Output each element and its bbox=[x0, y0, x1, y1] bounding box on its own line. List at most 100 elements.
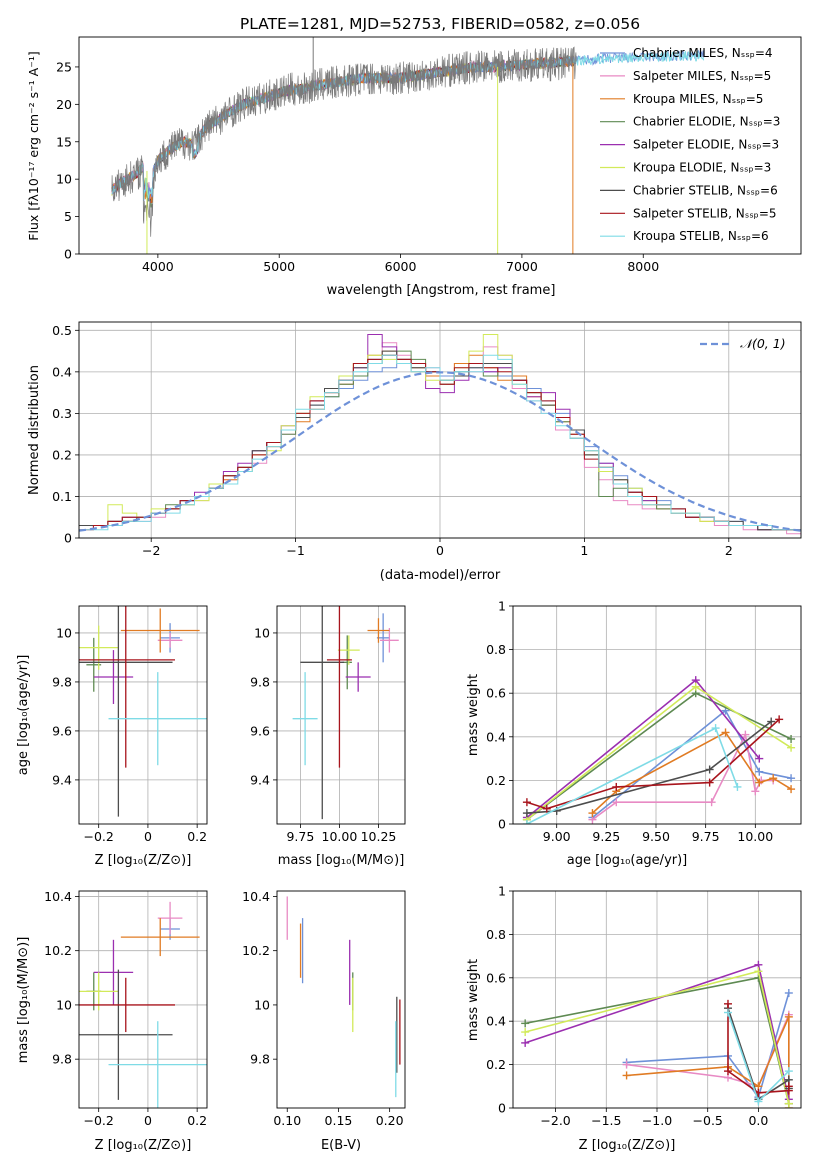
z_vs_mass-ytick-label: 10.4 bbox=[44, 889, 72, 904]
mass_vs_age-ytick-label: 10 bbox=[254, 625, 270, 640]
residuals-ytick-label: 0.5 bbox=[52, 323, 72, 338]
z-vs-age-panel: −0.2 0 0.2 9.4 9.6 9.8 10 Z [log₁₀(Z/Z⊙)] age … bbox=[16, 605, 208, 868]
residuals-legend-label: 𝒩(0, 1) bbox=[740, 336, 786, 351]
ebv_vs_mass-ytick-label: 10.2 bbox=[242, 943, 270, 958]
residuals-ytick-label: 0 bbox=[64, 531, 72, 546]
mass_vs_age-frame bbox=[276, 605, 406, 825]
z-vs-mass-panel: −0.2 0 0.2 9.8 10 10.2 10.4 Z [log₁₀(Z/Z⊙)] ma… bbox=[16, 889, 208, 1153]
spectrum-legend-label: Kroupa ELODIE, Nₛₛₚ=3 bbox=[633, 161, 771, 175]
residuals-frame bbox=[78, 321, 802, 539]
age_weights-xtick-label: 9.25 bbox=[592, 829, 620, 844]
mass_vs_age-xtick-label: 10.25 bbox=[361, 829, 397, 844]
residuals-ytick-label: 0.3 bbox=[52, 406, 72, 421]
residuals-xtick-label: 2 bbox=[725, 543, 733, 558]
z_weights-ytick-label: 0.4 bbox=[486, 1014, 506, 1029]
residuals-xlabel: (data-model)/error bbox=[380, 568, 501, 583]
mass_vs_age-xtick-label: 9.75 bbox=[286, 829, 314, 844]
ebv_vs_mass-marks bbox=[286, 896, 401, 1098]
spectrum-ytick-label: 0 bbox=[64, 247, 72, 262]
ebv_vs_mass-ytick-label: 10.4 bbox=[242, 889, 270, 904]
residuals-hist-kroupa_stelib bbox=[79, 354, 801, 538]
z_vs_mass-xtick-label: −0.2 bbox=[84, 1113, 114, 1128]
z_vs_age-frame bbox=[78, 605, 208, 825]
spectrum-legend-label: Kroupa MILES, Nₛₛₚ=5 bbox=[633, 92, 763, 106]
spectrum-legend-label: Salpeter STELIB, Nₛₛₚ=5 bbox=[633, 206, 777, 220]
mass_vs_age-ytick-label: 9.6 bbox=[250, 723, 270, 738]
spectrum-xlabel: wavelength [Angstrom, rest frame] bbox=[327, 283, 556, 298]
residuals-legend: 𝒩(0, 1) bbox=[700, 336, 786, 351]
residuals-xtick-label: −2 bbox=[142, 543, 160, 558]
spectrum-xtick-label: 8000 bbox=[627, 259, 659, 274]
z_weights-xtick-label: −1.0 bbox=[642, 1113, 672, 1128]
mass_vs_age-xtick-label: 10.00 bbox=[322, 829, 358, 844]
ebv_vs_mass-xtick-label: 0.20 bbox=[376, 1113, 404, 1128]
z_weights-ytick-label: 0 bbox=[498, 1101, 506, 1116]
z-vs-age-plot-area: −0.2 0 0.2 9.4 9.6 9.8 10 bbox=[52, 605, 208, 844]
spectrum-legend-label: Kroupa STELIB, Nₛₛₚ=6 bbox=[633, 229, 769, 243]
spectrum-ylabel: Flux [fλ10⁻¹⁷ erg cm⁻² s⁻¹ A⁻¹] bbox=[26, 51, 41, 240]
z_vs_mass-xtick-label: 0.2 bbox=[187, 1113, 207, 1128]
spectrum-legend-label: Chabrier STELIB, Nₛₛₚ=6 bbox=[633, 183, 778, 197]
residuals-xtick-label: 1 bbox=[580, 543, 588, 558]
z_weights-xtick-label: −2.0 bbox=[540, 1113, 570, 1128]
mass-vs-age-plot-area: 9.75 10.00 10.25 9.4 9.6 9.8 10 bbox=[250, 605, 406, 844]
age_weights-xtick-label: 9.00 bbox=[543, 829, 571, 844]
z_weights-lines bbox=[521, 960, 793, 1108]
spectrum-xtick-label: 7000 bbox=[506, 259, 538, 274]
z_vs_age-xtick-label: 0.2 bbox=[187, 829, 207, 844]
spectrum-legend-label: Chabrier MILES, Nₛₛₚ=4 bbox=[633, 46, 773, 60]
z_vs_age-ytick-label: 10 bbox=[56, 625, 72, 640]
z-vs-age-ylabel: age [log₁₀(age/yr)] bbox=[16, 655, 31, 776]
spectrum-xtick-label: 6000 bbox=[385, 259, 417, 274]
residuals-xtick-label: 0 bbox=[436, 543, 444, 558]
age-weights-panel: 9.00 9.25 9.50 9.75 10.00 0 0.2 0.4 0.6 0.8 1 age … bbox=[466, 599, 802, 868]
age-weights-ylabel: mass weight bbox=[466, 674, 481, 756]
z_weights-ytick-label: 1 bbox=[498, 884, 506, 899]
spectrum-ytick-label: 15 bbox=[56, 134, 72, 149]
spectrum-title: PLATE=1281, MJD=52753, FIBERID=0582, z=0… bbox=[240, 15, 640, 33]
z_vs_age-ytick-label: 9.4 bbox=[52, 772, 72, 787]
z_vs_mass-frame bbox=[78, 890, 208, 1109]
residuals-ytick-label: 0.2 bbox=[52, 447, 72, 462]
age_weights-ytick-label: 0.4 bbox=[486, 729, 506, 744]
spectrum-ytick-label: 25 bbox=[56, 59, 72, 74]
age_weights-ytick-label: 0.2 bbox=[486, 773, 506, 788]
z_weights-xtick-label: −1.5 bbox=[591, 1113, 621, 1128]
age_weights-series-kroupa_elodie bbox=[526, 685, 792, 821]
spectrum-legend-label: Salpeter MILES, Nₛₛₚ=5 bbox=[633, 69, 771, 83]
residuals-ytick-label: 0.4 bbox=[52, 364, 72, 379]
z_vs_mass-xtick-label: 0 bbox=[144, 1113, 152, 1128]
residuals-panel: −2 −1 0 1 2 0 0.1 0.2 0.3 0.4 0.5 𝒩(0, 1) (data-mo… bbox=[27, 321, 802, 583]
mass_vs_age-ytick-label: 9.8 bbox=[250, 674, 270, 689]
z-weights-ylabel: mass weight bbox=[466, 959, 481, 1041]
z-weights-xlabel: Z [log₁₀(Z/Z⊙)] bbox=[579, 1138, 676, 1153]
age_weights-ytick-label: 0 bbox=[498, 817, 506, 832]
age_weights-series-salpeter_elodie bbox=[526, 678, 760, 819]
spectrum-ytick-label: 5 bbox=[64, 209, 72, 224]
ebv-vs-mass-panel: 0.10 0.15 0.20 9.8 10 10.2 10.4 E(B-V) bbox=[242, 889, 406, 1153]
z_weights-frame bbox=[512, 890, 802, 1109]
z_vs_mass-marks bbox=[79, 901, 207, 1108]
spectrum-data-line bbox=[111, 46, 577, 237]
age-weights-xlabel: age [log₁₀(age/yr)] bbox=[567, 853, 688, 868]
mass_vs_age-marks bbox=[292, 606, 399, 820]
age_weights-series-chabrier_stelib bbox=[526, 720, 772, 814]
mass-vs-age-xlabel: mass [log₁₀(M/M⊙)] bbox=[278, 853, 405, 868]
spectrum-legend: Chabrier MILES, Nₛₛₚ=4 Salpeter MILES, Nₛ… bbox=[600, 46, 780, 243]
ebv_vs_mass-frame bbox=[276, 890, 406, 1109]
z-weights-panel: −2.0 −1.5 −1.0 −0.5 0.0 0 0.2 0.4 0.6 0.8 1 Z [log… bbox=[466, 884, 802, 1153]
age_weights-ytick-label: 1 bbox=[498, 599, 506, 614]
z-vs-mass-ylabel: mass [log₁₀(M/M⊙)] bbox=[16, 937, 31, 1064]
z_weights-xtick-label: 0.0 bbox=[748, 1113, 768, 1128]
spectrum-xtick-label: 4000 bbox=[142, 259, 174, 274]
residuals-ytick-label: 0.1 bbox=[52, 489, 72, 504]
z_vs_age-ytick-label: 9.8 bbox=[52, 674, 72, 689]
age_weights-lines bbox=[522, 676, 796, 824]
residuals-plot-area: −2 −1 0 1 2 0 0.1 0.2 0.3 0.4 0.5 bbox=[52, 321, 802, 558]
z_weights-ytick-label: 0.8 bbox=[486, 927, 506, 942]
spectrum-ytick-label: 10 bbox=[56, 172, 72, 187]
z_weights-xtick-label: −0.5 bbox=[693, 1113, 723, 1128]
mass_vs_age-ytick-label: 9.4 bbox=[250, 772, 270, 787]
ebv_vs_mass-xtick-label: 0.15 bbox=[325, 1113, 353, 1128]
